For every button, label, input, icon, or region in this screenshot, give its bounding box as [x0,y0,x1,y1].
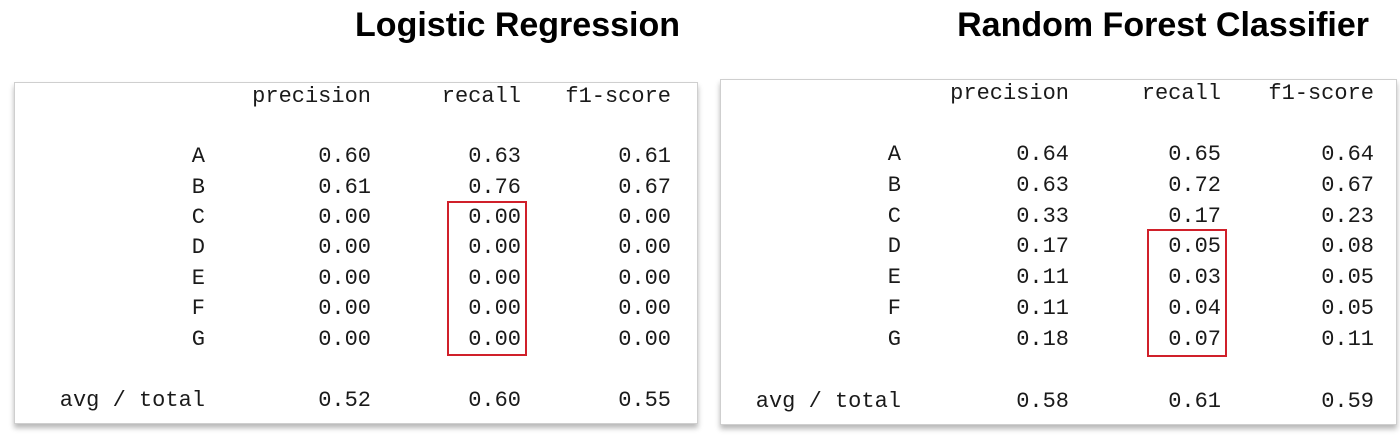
recall-value: 0.00 [468,327,521,352]
recall-value: 0.72 [1168,173,1221,198]
recall-value: 0.63 [468,144,521,169]
recall-value: 0.07 [1168,327,1221,352]
f1-score-value: 0.00 [618,235,671,260]
f1-score-value: 0.00 [618,205,671,230]
row-label: C [887,204,901,229]
classification-report: precision recall f1-score A 0.64 0.65 0.… [720,79,1397,425]
precision-value: 0.17 [1016,234,1069,259]
f1-score-value: 0.61 [618,144,671,169]
f1-score-value: 0.67 [1321,173,1374,198]
row-label: D [191,235,205,260]
precision-value: 0.63 [1016,173,1069,198]
precision-value: 0.00 [318,235,371,260]
header-recall: recall [1141,81,1221,106]
header-f1-score: f1-score [565,84,671,109]
recall-value: 0.00 [468,205,521,230]
header-recall: recall [441,84,521,109]
classification-report: precision recall f1-score A 0.60 0.63 0.… [14,82,698,424]
row-label: A [887,142,901,167]
recall-value: 0.04 [1168,296,1221,321]
total-precision: 0.58 [1016,389,1069,414]
panel-title: Random Forest Classifier [957,6,1369,44]
header-precision: precision [252,84,371,109]
precision-value: 0.00 [318,296,371,321]
row-label: B [191,175,205,200]
header-precision: precision [950,81,1069,106]
f1-score-value: 0.08 [1321,234,1374,259]
total-recall: 0.61 [1168,389,1221,414]
f1-score-value: 0.67 [618,175,671,200]
total-f1-score: 0.55 [618,388,671,413]
recall-value: 0.65 [1168,142,1221,167]
row-label: F [191,296,205,321]
f1-score-value: 0.00 [618,327,671,352]
row-label: C [191,205,205,230]
header-f1-score: f1-score [1268,81,1374,106]
f1-score-value: 0.05 [1321,296,1374,321]
total-recall: 0.60 [468,388,521,413]
row-label: B [887,173,901,198]
recall-value: 0.03 [1168,265,1221,290]
recall-highlight-box [1147,229,1227,357]
recall-value: 0.00 [468,266,521,291]
precision-value: 0.33 [1016,204,1069,229]
f1-score-value: 0.05 [1321,265,1374,290]
row-label: D [887,234,901,259]
total-label: avg / total [755,389,901,414]
panel-title: Logistic Regression [355,6,680,44]
row-label: F [887,296,901,321]
total-label: avg / total [59,388,205,413]
precision-value: 0.60 [318,144,371,169]
precision-value: 0.11 [1016,296,1069,321]
total-f1-score: 0.59 [1321,389,1374,414]
f1-score-value: 0.11 [1321,327,1374,352]
row-label: E [191,266,205,291]
precision-value: 0.00 [318,205,371,230]
recall-value: 0.76 [468,175,521,200]
precision-value: 0.00 [318,327,371,352]
panel-random-forest-classifier: Random Forest Classifier precision recal… [700,0,1400,441]
total-precision: 0.52 [318,388,371,413]
row-label: G [887,327,901,352]
recall-value: 0.17 [1168,204,1221,229]
f1-score-value: 0.00 [618,296,671,321]
precision-value: 0.00 [318,266,371,291]
precision-value: 0.18 [1016,327,1069,352]
recall-value: 0.00 [468,296,521,321]
f1-score-value: 0.23 [1321,204,1374,229]
row-label: G [191,327,205,352]
row-label: E [887,265,901,290]
recall-value: 0.05 [1168,234,1221,259]
panel-logistic-regression: Logistic Regression precision recall f1-… [14,6,698,424]
precision-value: 0.11 [1016,265,1069,290]
precision-value: 0.61 [318,175,371,200]
f1-score-value: 0.00 [618,266,671,291]
recall-highlight-box [447,201,527,356]
row-label: A [191,144,205,169]
precision-value: 0.64 [1016,142,1069,167]
f1-score-value: 0.64 [1321,142,1374,167]
recall-value: 0.00 [468,235,521,260]
